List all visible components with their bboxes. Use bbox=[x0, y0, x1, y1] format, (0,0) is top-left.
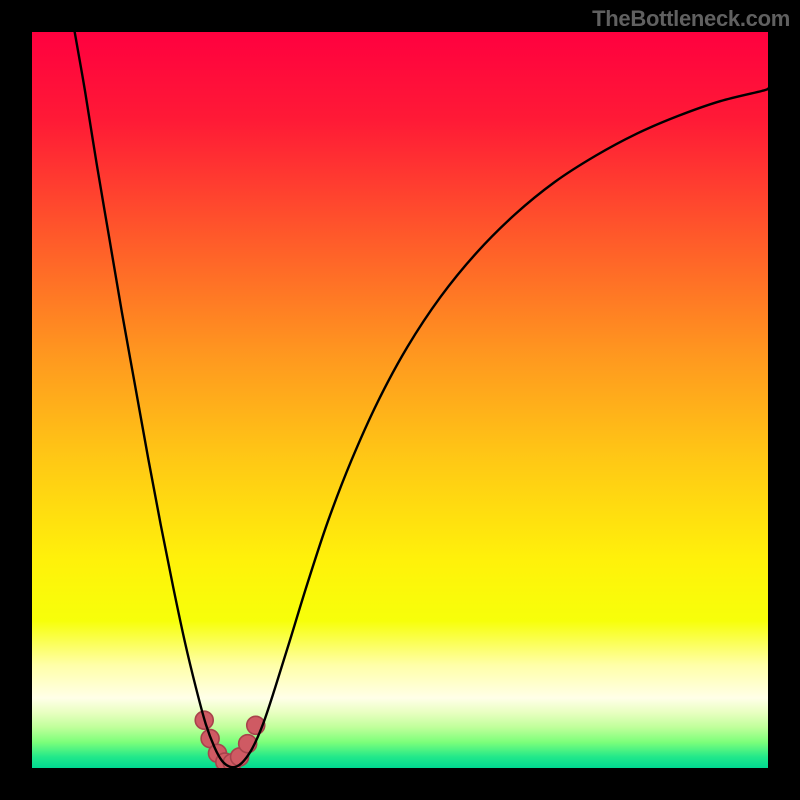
chart bbox=[32, 32, 768, 768]
watermark-text: TheBottleneck.com bbox=[592, 6, 790, 32]
chart-svg bbox=[32, 32, 768, 768]
chart-background bbox=[32, 32, 768, 768]
